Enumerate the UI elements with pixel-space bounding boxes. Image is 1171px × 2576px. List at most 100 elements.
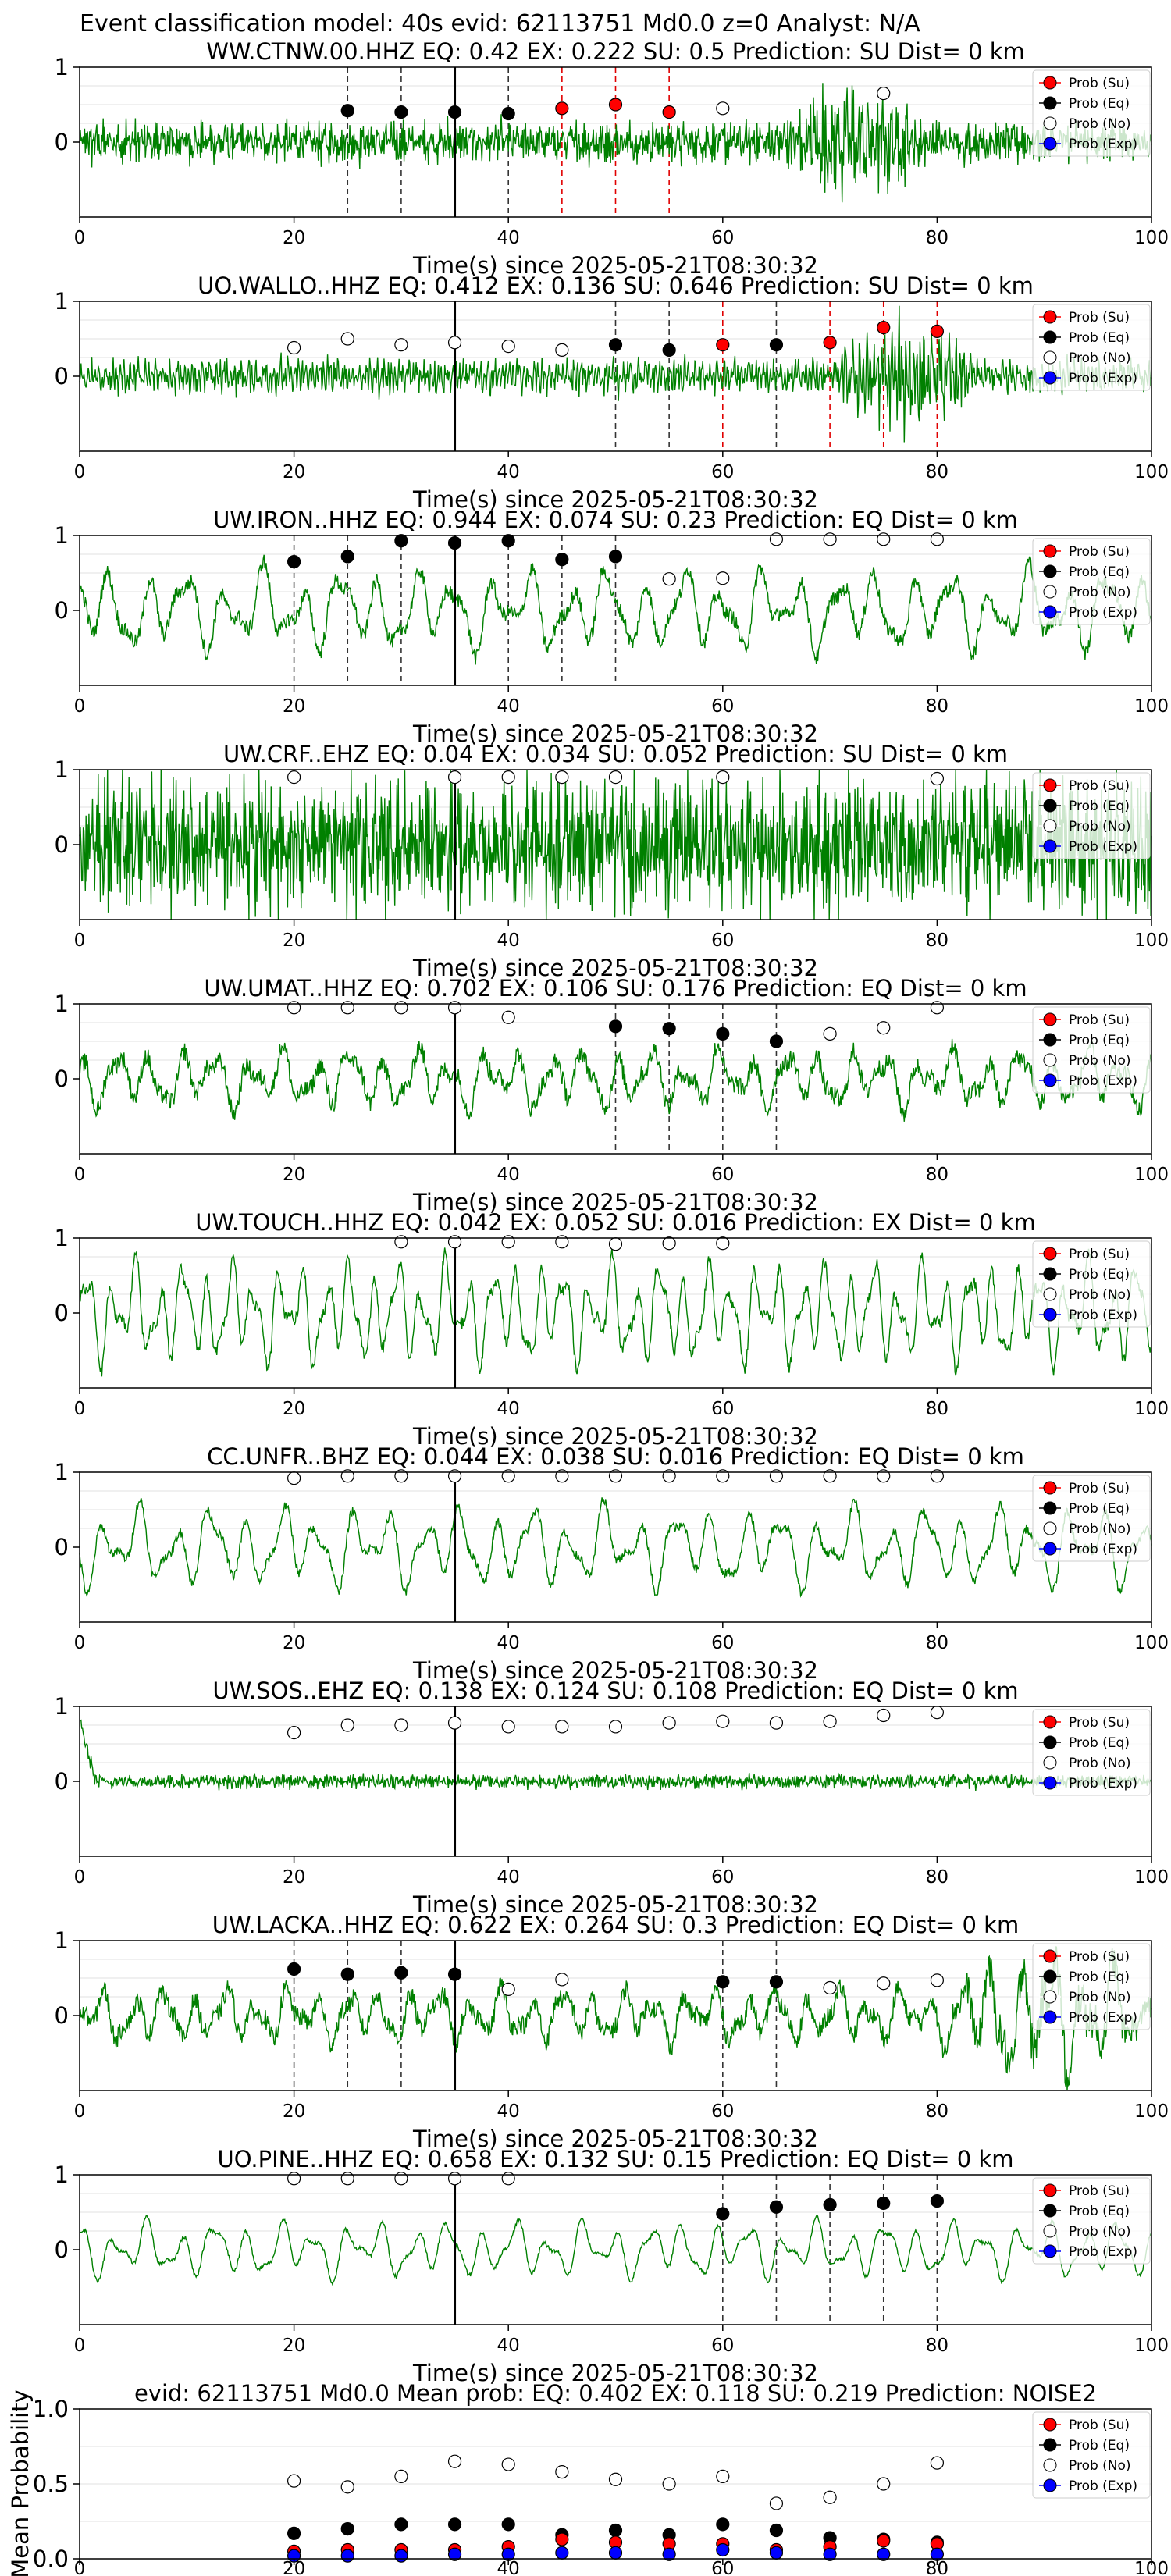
x-tick-label: 80 [926,2559,949,2576]
x-axis-label: Time(s) since 2025-05-21T08:30:32 [412,486,818,513]
x-axis-label: Time(s) since 2025-05-21T08:30:32 [412,1657,818,1684]
prob-marker-eq [555,553,569,567]
legend-label-no: Prob (No) [1069,819,1131,834]
x-tick-label: 0 [74,696,86,717]
prob-marker-no [501,2172,515,2186]
legend-label-su: Prob (Su) [1069,310,1130,326]
x-tick-label: 60 [711,1633,734,1653]
prob-marker-eq [340,550,354,564]
prob-marker-eq [447,105,462,119]
prob-marker-no [555,1973,569,1987]
prob-marker-no [394,2172,408,2186]
mean-marker-no [555,2465,569,2479]
legend-marker-eq [1043,799,1057,813]
legend-marker-su [1043,1715,1057,1729]
waveform-trace [79,2214,1152,2287]
prob-marker-no [608,1720,623,1734]
prob-marker-eq [447,1967,462,1981]
mean-marker-eq [287,2526,301,2540]
y-tick-label: 0 [55,831,69,858]
prob-marker-no [447,1716,462,1730]
mean-marker-exp [447,2547,462,2561]
legend-marker-su [1043,544,1057,558]
legend-marker-su [1043,1247,1057,1261]
y-tick-label: 0 [55,2236,69,2263]
legend-label-exp: Prob (Exp) [1069,1776,1137,1791]
prob-marker-no [447,336,462,350]
legend-label-no: Prob (No) [1069,116,1131,132]
panel-5: UW.TOUCH..HHZ EQ: 0.042 EX: 0.052 SU: 0.… [55,1209,1169,1450]
prob-marker-no [287,2172,301,2186]
prob-marker-no [447,1001,462,1015]
x-tick-label: 80 [926,930,949,951]
prob-marker-no [447,770,462,785]
prob-marker-eq [287,1962,301,1976]
mean-marker-exp [662,2547,676,2561]
y-tick-label: 0 [55,2002,69,2029]
mean-marker-no [769,2496,784,2510]
mean-marker-eq [769,2523,784,2538]
mean-marker-eq [608,2523,623,2538]
prob-marker-no [340,1001,354,1015]
y-tick-label: 1 [55,1693,69,1720]
legend-frame [1032,304,1151,391]
legend-frame [1032,1475,1151,1562]
x-tick-label: 80 [926,1165,949,1185]
legend-marker-no [1043,1287,1057,1301]
prob-marker-eq [340,1967,354,1981]
x-tick-label: 0 [74,2336,86,2356]
prob-marker-no [823,1714,837,1728]
mean-marker-eq [394,2517,408,2532]
mean-marker-no [877,2477,891,2491]
legend-marker-su [1043,778,1057,792]
prob-marker-no [447,1235,462,1249]
legend-marker-exp [1043,2244,1057,2258]
legend-marker-exp [1043,1776,1057,1790]
prob-marker-no [501,340,515,354]
x-tick-label: 20 [283,1633,305,1653]
legend-marker-su [1043,2183,1057,2197]
x-tick-label: 40 [497,2101,520,2122]
x-tick-label: 40 [497,930,520,951]
legend-marker-su [1043,1481,1057,1495]
legend: Prob (Su) Prob (Eq) Prob (No) Prob (Exp) [1032,1943,1151,2030]
legend-label-exp: Prob (Exp) [1069,2244,1137,2260]
x-tick-label: 20 [283,2559,305,2576]
mean-marker-exp [823,2547,837,2561]
x-tick-label: 100 [1134,1867,1169,1888]
legend-frame [1032,1943,1151,2030]
prob-marker-su [930,324,945,338]
x-tick-label: 20 [283,696,305,717]
legend: Prob (Su) Prob (Eq) Prob (No) Prob (Exp) [1032,1475,1151,1562]
legend-label-eq: Prob (Eq) [1069,1501,1130,1517]
x-tick-label: 40 [497,2559,520,2576]
prob-marker-no [608,1469,623,1483]
prob-marker-eq [716,1026,730,1041]
legend: Prob (Su) Prob (Eq) Prob (No) Prob (Exp) [1032,1006,1151,1094]
prob-marker-no [877,532,891,546]
mean-marker-no [930,2456,945,2470]
legend-marker-no [1043,1990,1057,2004]
prob-marker-no [716,1714,730,1728]
prob-marker-no [394,1718,408,1732]
legend-marker-su [1043,1949,1057,1963]
legend: Prob (Su) Prob (Eq) Prob (No) Prob (Exp) [1032,1240,1151,1328]
prob-marker-no [340,1469,354,1483]
y-tick-label: 1 [55,522,69,549]
legend-marker-su [1043,310,1057,324]
x-axis-label: Time(s) since 2025-05-21T08:30:32 [412,2126,818,2152]
legend-frame [1032,772,1151,859]
x-tick-label: 80 [926,1867,949,1888]
prob-marker-su [823,336,837,350]
legend-label-su: Prob (Su) [1069,544,1130,560]
prob-marker-no [769,532,784,546]
panel-1: UO.WALLO..HHZ EQ: 0.412 EX: 0.136 SU: 0.… [55,272,1169,513]
prob-marker-eq [769,1975,784,1989]
x-tick-label: 40 [497,228,520,248]
x-tick-label: 100 [1134,1399,1169,1419]
x-tick-label: 60 [711,696,734,717]
x-tick-label: 80 [926,696,949,717]
x-tick-label: 20 [283,228,305,248]
mean-marker-eq [340,2522,354,2536]
legend-frame [1032,69,1151,157]
